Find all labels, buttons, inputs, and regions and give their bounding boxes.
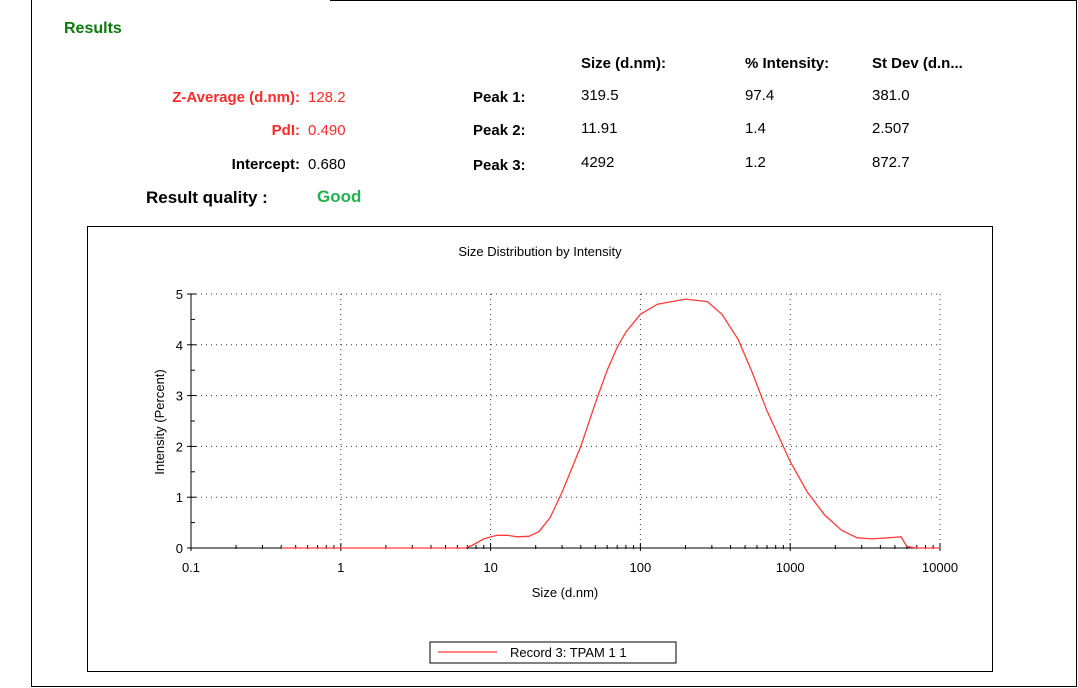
x-tick-label: 1000	[776, 560, 805, 575]
report-frame-top	[330, 0, 1077, 1]
peak-intensity: 1.4	[745, 120, 766, 137]
peak-size: 11.91	[581, 120, 618, 137]
intensity-header: % Intensity:	[745, 55, 830, 72]
peak-label: Peak 3:	[473, 157, 526, 174]
y-tick-label: 5	[176, 287, 183, 302]
peak-size: 4292	[581, 154, 615, 171]
y-tick-label: 2	[176, 439, 183, 454]
x-tick-label: 0.1	[182, 560, 200, 575]
peak-stdev: 2.507	[872, 120, 910, 137]
y-tick-label: 1	[176, 490, 183, 505]
y-tick-label: 3	[176, 389, 183, 404]
peak-intensity: 1.2	[745, 154, 766, 171]
y-tick-label: 0	[176, 541, 183, 556]
z-average-label: Z-Average (d.nm):	[172, 89, 300, 106]
intercept-value: 0.680	[308, 156, 346, 173]
x-tick-label: 1	[337, 560, 344, 575]
legend-label: Record 3: TPAM 1 1	[510, 645, 627, 660]
y-axis-label: Intensity (Percent)	[152, 369, 167, 475]
chart-legend: Record 3: TPAM 1 1	[429, 641, 677, 664]
chart-ticks: 0 1 2 3 4 5 0.1 1 10 100 1000 10000	[176, 287, 958, 575]
chart-frame	[87, 226, 993, 672]
results-heading: Results	[64, 20, 122, 37]
size-header: Size (d.nm):	[581, 55, 666, 72]
result-quality-value: Good	[317, 187, 362, 206]
legend-box	[429, 641, 677, 664]
intercept-label: Intercept:	[231, 156, 300, 173]
x-tick-label: 10	[483, 560, 497, 575]
report-frame	[31, 0, 1077, 687]
result-quality-label: Result quality :	[146, 188, 268, 207]
z-average-value: 128.2	[308, 89, 346, 106]
peak-label: Peak 2:	[473, 122, 526, 139]
stdev-header: St Dev (d.n...	[872, 55, 963, 72]
series-line	[281, 298, 940, 549]
x-tick-label: 100	[630, 560, 652, 575]
pdi-value: 0.490	[308, 122, 346, 139]
chart-grid	[191, 293, 941, 548]
peak-intensity: 97.4	[745, 87, 775, 104]
y-tick-label: 4	[176, 338, 183, 353]
pdi-label: PdI:	[271, 122, 300, 139]
x-tick-label: 10000	[922, 560, 958, 575]
peak-size: 319.5	[581, 87, 619, 104]
peak-stdev: 872.7	[872, 154, 910, 171]
peak-label: Peak 1:	[473, 89, 526, 106]
chart-axes	[190, 294, 940, 549]
chart-title: Size Distribution by Intensity	[458, 244, 622, 259]
peak-stdev: 381.0	[872, 87, 910, 104]
x-axis-label: Size (d.nm)	[532, 585, 598, 600]
